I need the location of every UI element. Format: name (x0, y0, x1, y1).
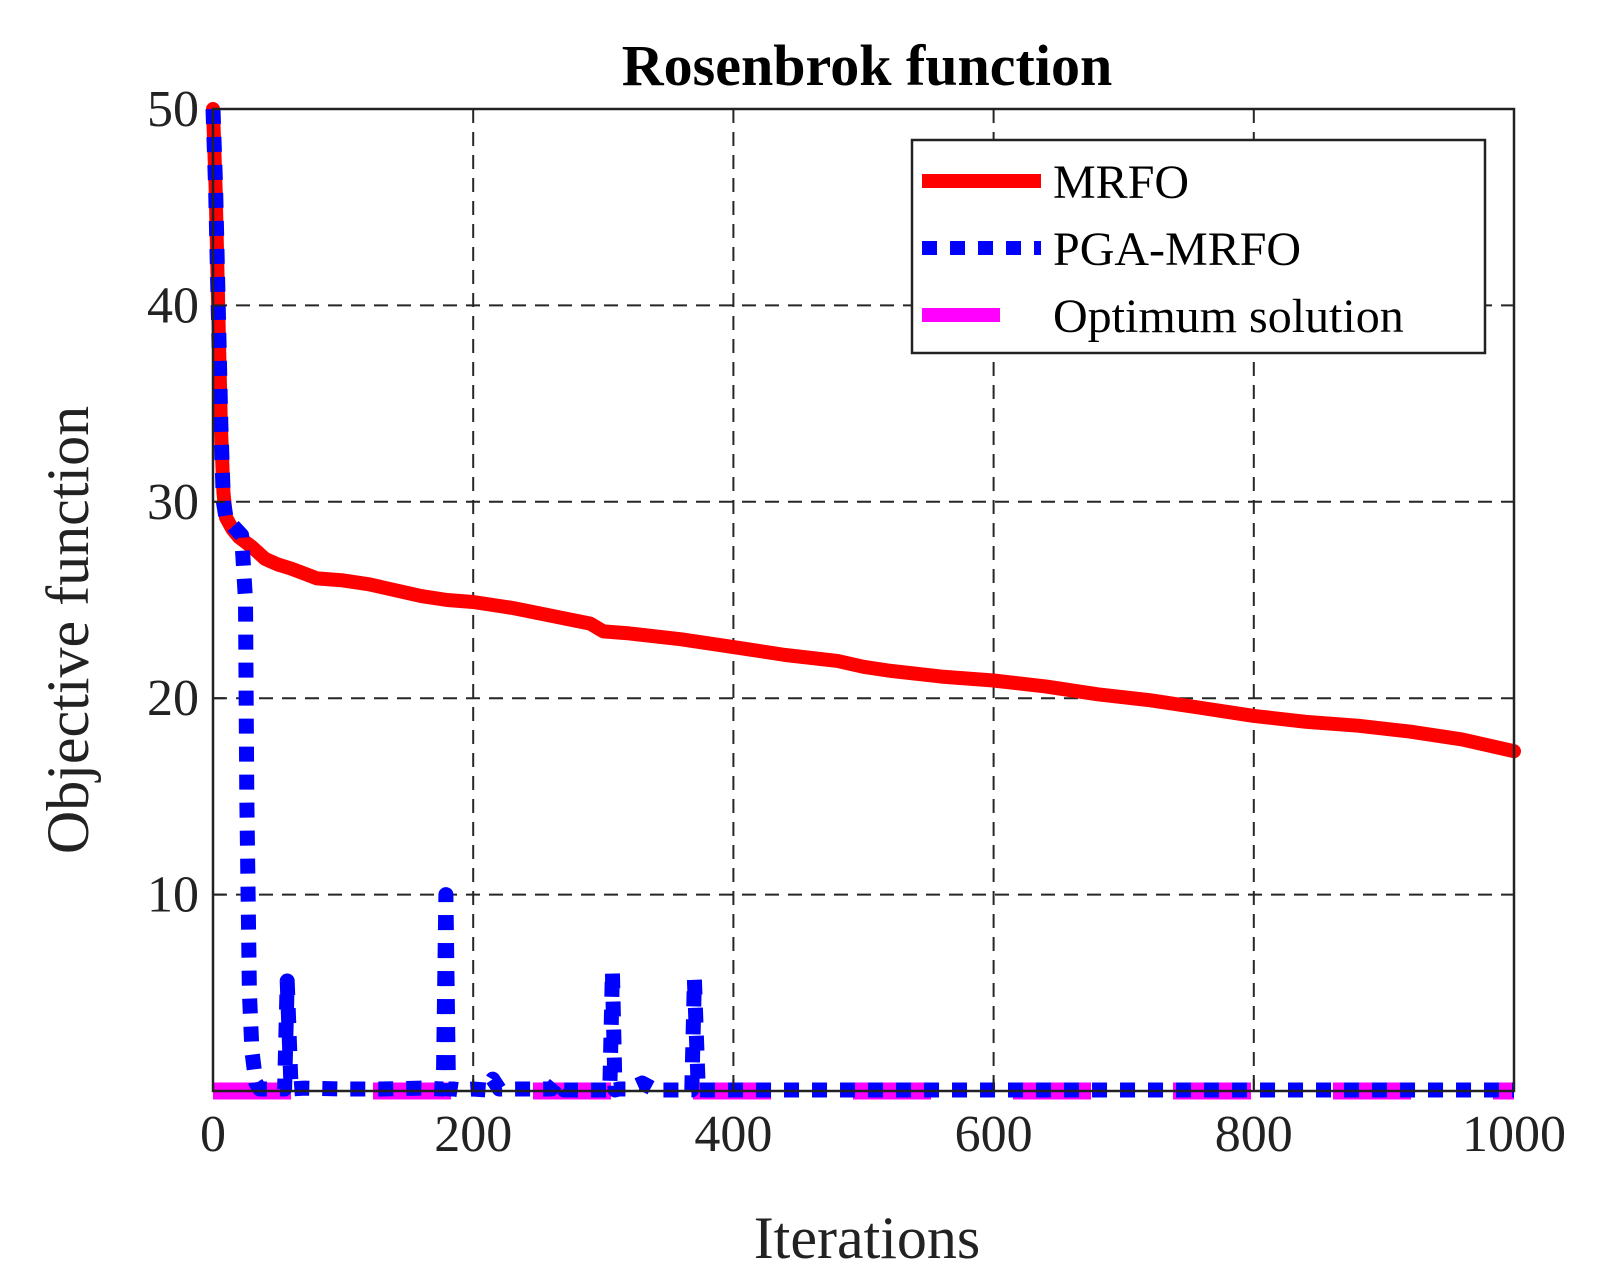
x-tick-label: 200 (434, 1106, 512, 1163)
x-tick-label: 0 (200, 1106, 226, 1163)
y-tick-label: 30 (147, 474, 199, 531)
x-tick-label: 800 (1215, 1106, 1293, 1163)
rosenbrock-convergence-chart: 0 200 400 600 800 1000 10 20 30 40 50 Rosenbrok fu… (0, 0, 1599, 1284)
x-tick-label: 400 (694, 1106, 772, 1163)
legend-label-mrfo: MRFO (1053, 156, 1189, 209)
x-axis-label: Iterations (754, 1205, 981, 1271)
legend: MRFO PGA-MRFO Optimum solution (912, 140, 1485, 353)
legend-label-pga-mrfo: PGA-MRFO (1053, 223, 1301, 276)
chart-root: 0 200 400 600 800 1000 10 20 30 40 50 Rosenbrok fu… (0, 0, 1599, 1284)
legend-label-optimum-solution: Optimum solution (1053, 290, 1404, 343)
x-tick-label: 1000 (1462, 1106, 1566, 1163)
chart-title: Rosenbrok function (622, 33, 1112, 98)
x-tick-label: 600 (955, 1106, 1033, 1163)
y-axis-label: Objective function (35, 406, 101, 854)
y-tick-label: 20 (147, 670, 199, 727)
y-tick-label: 10 (147, 867, 199, 924)
y-tick-label: 40 (147, 277, 199, 334)
y-tick-label: 50 (147, 81, 199, 138)
